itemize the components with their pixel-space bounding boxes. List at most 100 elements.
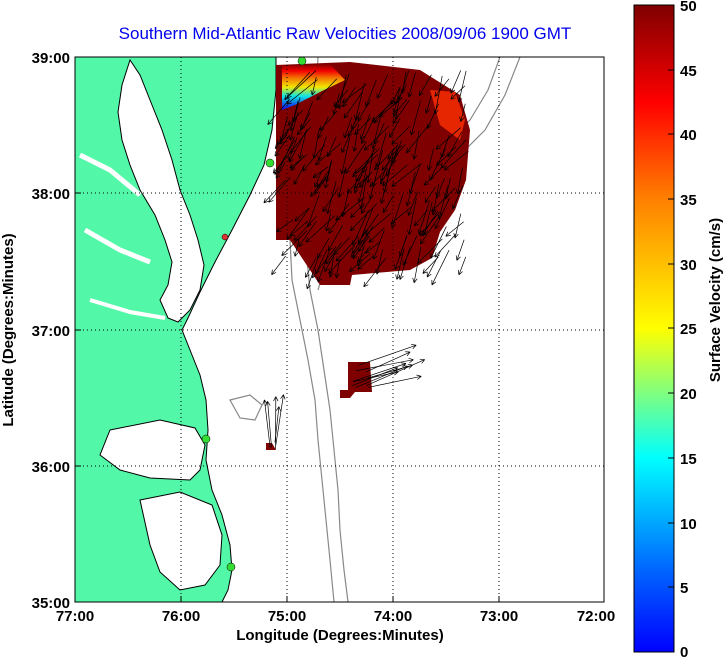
velocity-arrow [426, 251, 441, 278]
chesapeake-bay [117, 58, 205, 323]
velocity-arrow [340, 136, 351, 175]
velocity-arrow [455, 167, 463, 195]
colorbar-tick-label: 45 [680, 63, 697, 80]
velocity-arrow [375, 249, 384, 275]
velocity-arrow [287, 110, 304, 126]
velocity-field [266, 62, 470, 450]
velocity-arrow [407, 197, 417, 235]
y-tick-label: 37:00 [32, 323, 70, 340]
velocity-arrow [368, 227, 385, 243]
velocity-arrow [376, 74, 388, 99]
velocity-arrow [335, 235, 359, 262]
velocity-arrow [347, 121, 359, 137]
colorbar-tick-label: 15 [680, 451, 697, 468]
velocity-arrow [436, 146, 457, 166]
velocity-arrow [363, 125, 390, 151]
velocity-arrow [369, 167, 388, 187]
velocity-arrow [357, 246, 371, 263]
velocity-arrow [337, 166, 346, 198]
velocity-arrow [358, 344, 417, 366]
radar-stations [201, 57, 307, 572]
velocity-arrow [382, 195, 394, 214]
velocity-arrow [371, 150, 384, 187]
velocity-arrow [457, 70, 467, 103]
velocity-arrow [327, 225, 344, 252]
velocity-arrow [400, 71, 407, 94]
velocity-arrow [335, 73, 350, 109]
velocity-arrow [296, 118, 311, 136]
x-tick-label: 76:00 [162, 608, 200, 625]
velocity-patch-main [276, 62, 470, 285]
velocity-arrow [412, 246, 422, 283]
velocity-arrow [273, 396, 279, 449]
velocity-arrow [316, 78, 337, 101]
velocity-arrow [298, 221, 317, 247]
velocity-arrow [325, 242, 342, 265]
y-tick-label: 36:00 [32, 459, 70, 476]
plot-area: 77:00 76:00 75:00 74:00 73:00 72:00 39:0… [0, 50, 615, 644]
velocity-arrow [437, 185, 449, 220]
velocity-arrow [349, 253, 371, 272]
velocity-arrow [357, 207, 374, 246]
velocity-arrow [419, 211, 440, 237]
y-tick-label: 35:00 [32, 595, 70, 612]
velocity-arrow [317, 136, 327, 161]
map-title: Southern Mid-Atlantic Raw Velocities 200… [119, 24, 572, 43]
y-tick-label: 39:00 [32, 50, 70, 67]
velocity-arrow [315, 143, 342, 166]
velocity-arrow [355, 357, 414, 372]
velocity-arrow [431, 249, 450, 286]
colorbar: 50 45 40 35 30 25 20 15 10 5 0 Surface V… [633, 0, 724, 659]
velocity-arrow [424, 95, 432, 114]
velocity-arrow [324, 213, 332, 232]
colorbar-tick-label: 0 [680, 644, 688, 659]
velocity-arrow [354, 148, 380, 174]
velocity-arrow [393, 97, 400, 120]
velocity-arrow [407, 72, 416, 98]
velocity-patch-small [266, 443, 276, 450]
velocity-arrow [443, 150, 469, 171]
colorbar-tick-label: 35 [680, 192, 697, 209]
velocity-arrow [405, 171, 416, 207]
velocity-arrow [380, 151, 400, 185]
velocity-arrow [371, 112, 382, 149]
velocity-arrow [434, 233, 457, 258]
velocity-arrow [450, 85, 466, 100]
velocity-arrow [445, 221, 464, 237]
colorbar-tick-label: 50 [680, 0, 697, 15]
velocity-arrow [293, 164, 306, 185]
velocity-arrow [424, 186, 436, 204]
velocity-arrow [433, 75, 443, 115]
velocity-arrow [359, 171, 373, 188]
y-tick-label: 38:00 [32, 186, 70, 203]
sound-water [99, 419, 206, 481]
velocity-arrow [363, 257, 387, 288]
velocity-arrow [355, 365, 408, 388]
velocity-arrow [274, 406, 282, 443]
velocity-arrow [310, 77, 317, 96]
velocity-arrow [409, 100, 421, 136]
velocity-arrow [356, 244, 365, 267]
velocity-arrow [407, 191, 418, 216]
velocity-arrow [334, 259, 340, 279]
velocity-arrow [289, 126, 312, 154]
velocity-arrow [418, 74, 432, 97]
velocity-arrow [353, 370, 399, 383]
velocity-arrow [389, 118, 401, 138]
colorbar-label: Surface Velocity (cm/s) [707, 218, 724, 382]
velocity-arrow [317, 116, 329, 139]
velocity-arrow [275, 162, 286, 179]
velocity-arrow [453, 213, 462, 239]
velocity-arrow [293, 216, 317, 242]
velocity-arrow [276, 219, 294, 233]
x-tick-label: 72:00 [577, 608, 615, 625]
station-marker [265, 158, 275, 168]
velocity-arrow [284, 72, 310, 101]
velocity-arrow [395, 248, 405, 280]
velocity-arrow [387, 145, 403, 160]
velocity-arrow [343, 91, 363, 119]
velocity-vectors [262, 70, 469, 449]
velocity-arrow [351, 225, 374, 258]
velocity-arrow [322, 187, 339, 212]
